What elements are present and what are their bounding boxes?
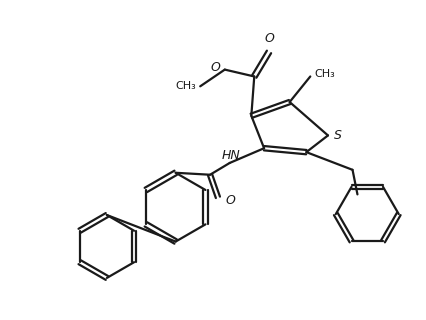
Text: O: O [226,194,236,207]
Text: CH₃: CH₃ [176,81,196,91]
Text: O: O [264,32,274,45]
Text: HN: HN [222,149,240,162]
Text: O: O [211,61,221,74]
Text: S: S [334,129,342,142]
Text: CH₃: CH₃ [314,68,335,78]
